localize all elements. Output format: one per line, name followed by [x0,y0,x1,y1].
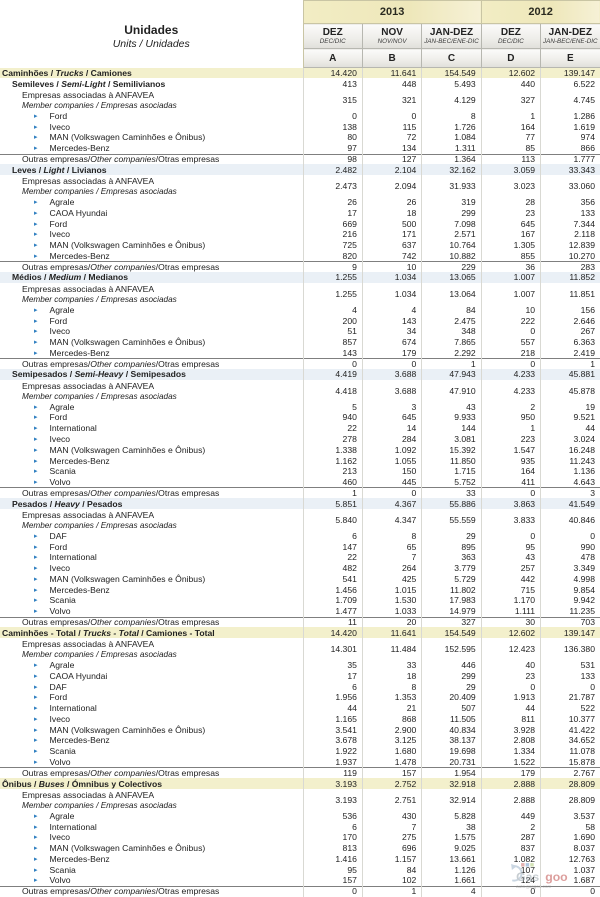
svg-text:goo: goo [545,870,567,884]
svg-text:Gas: Gas [516,870,539,884]
svg-text:auto.gasgoo.com: auto.gasgoo.com [516,884,551,889]
